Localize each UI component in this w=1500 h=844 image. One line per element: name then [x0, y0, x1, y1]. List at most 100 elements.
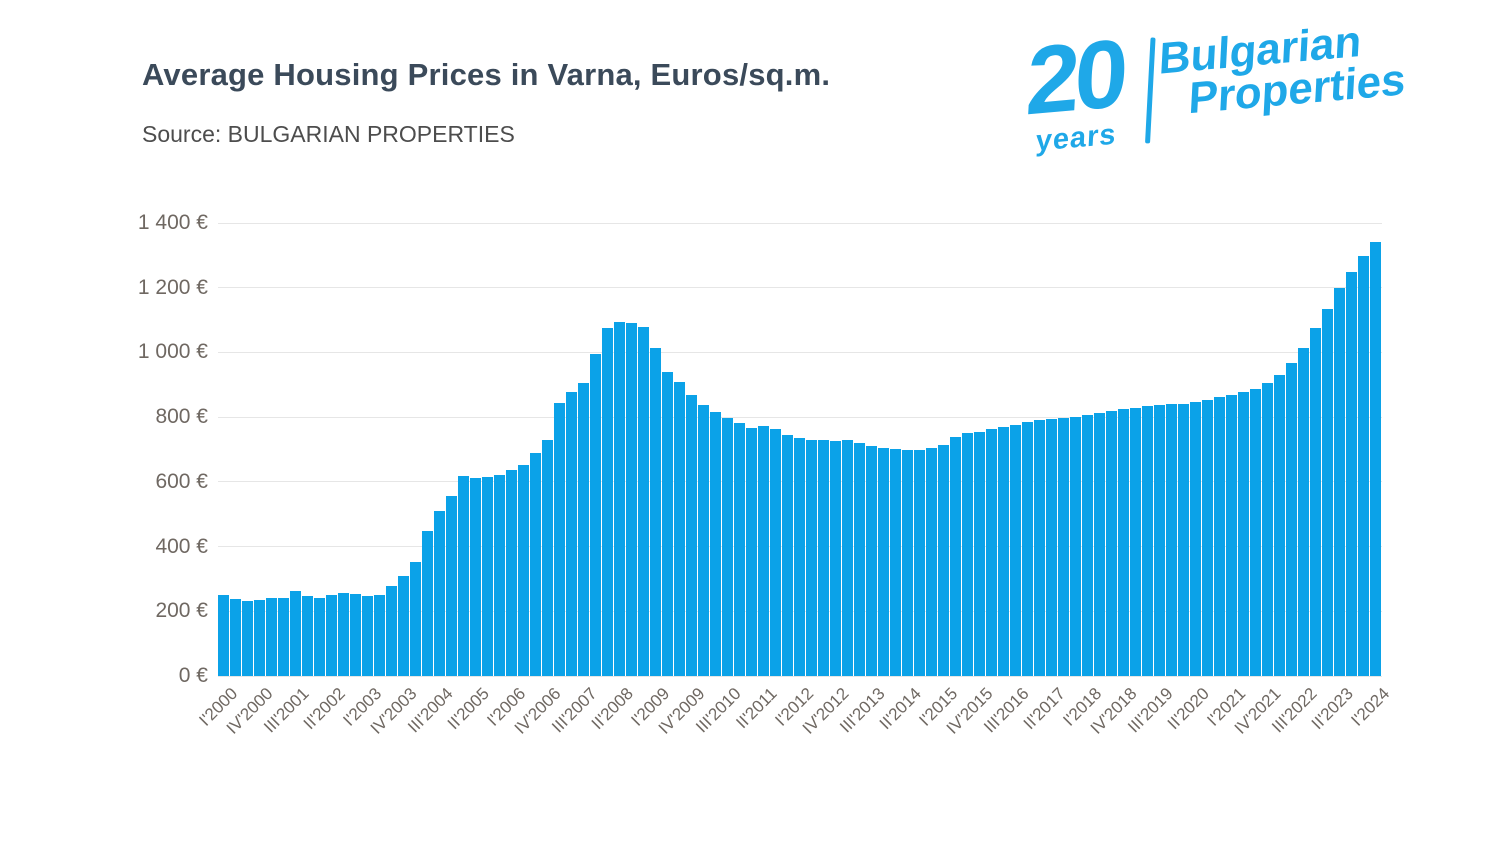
bar — [314, 598, 325, 676]
bar — [854, 443, 865, 676]
bar — [998, 426, 1009, 676]
bar — [566, 391, 577, 676]
bar — [1286, 363, 1297, 676]
bar — [1010, 424, 1021, 676]
bar — [878, 447, 889, 676]
bar — [866, 445, 877, 676]
bar — [1142, 406, 1153, 676]
bar — [338, 592, 349, 676]
bar — [554, 403, 565, 676]
bar — [1046, 419, 1057, 676]
bar — [1274, 375, 1285, 676]
y-axis-tick-label: 1 200 € — [137, 275, 208, 299]
bar — [794, 437, 805, 676]
bar — [770, 429, 781, 676]
bar — [254, 599, 265, 676]
bar — [746, 428, 757, 676]
y-axis-tick-label: 800 € — [155, 405, 208, 429]
y-axis-tick-label: 0 € — [178, 664, 208, 687]
x-axis-tick-label: II'2011 — [732, 684, 781, 733]
bar — [782, 435, 793, 676]
gridline — [218, 351, 1382, 353]
bar — [458, 476, 469, 676]
bar — [1334, 288, 1345, 676]
bar — [1358, 256, 1369, 676]
bar — [818, 440, 829, 676]
bar — [1118, 409, 1129, 676]
bar — [806, 439, 817, 676]
bar — [434, 510, 445, 676]
bar — [470, 477, 481, 676]
bar — [1202, 399, 1213, 676]
gridline — [218, 675, 1382, 677]
bar — [674, 382, 685, 676]
bar — [1178, 403, 1189, 676]
chart-source: Source: BULGARIAN PROPERTIES — [142, 121, 515, 147]
bar — [1166, 404, 1177, 676]
gridline — [218, 416, 1382, 418]
x-axis-tick-label: I'2024 — [1347, 684, 1393, 730]
bar — [350, 594, 361, 676]
bar — [1298, 348, 1309, 676]
bar — [302, 596, 313, 676]
bar — [722, 418, 733, 676]
y-axis-tick-label: 200 € — [155, 599, 208, 623]
bar — [614, 321, 625, 676]
y-axis-tick-label: 400 € — [155, 534, 208, 558]
bar — [1262, 383, 1273, 676]
bar — [1346, 271, 1357, 676]
bar — [926, 448, 937, 676]
bar — [710, 411, 721, 676]
bar — [398, 576, 409, 676]
bar — [326, 595, 337, 676]
bar — [890, 449, 901, 676]
bar — [422, 531, 433, 676]
bar — [446, 496, 457, 676]
bar — [902, 450, 913, 676]
bar — [1214, 397, 1225, 676]
bar — [278, 598, 289, 676]
bar — [1238, 392, 1249, 676]
bar — [986, 429, 997, 676]
bar — [1034, 420, 1045, 676]
y-axis-tick-label: 600 € — [155, 469, 208, 493]
bar — [1370, 241, 1381, 676]
bar — [242, 600, 253, 676]
bar — [914, 449, 925, 676]
gridline — [218, 287, 1382, 289]
bar — [938, 445, 949, 676]
bar — [578, 382, 589, 676]
bar — [950, 437, 961, 676]
bar — [506, 469, 517, 676]
bar — [842, 440, 853, 676]
bar — [1310, 328, 1321, 676]
bar — [1130, 408, 1141, 676]
bar — [686, 394, 697, 676]
bar — [590, 353, 601, 676]
bar — [1082, 415, 1093, 676]
bar — [266, 597, 277, 676]
chart-title: Average Housing Prices in Varna, Euros/s… — [142, 57, 831, 92]
bar — [410, 561, 421, 676]
bar — [482, 477, 493, 676]
bar — [1022, 422, 1033, 676]
bar — [362, 595, 373, 676]
bar — [758, 426, 769, 676]
bar — [602, 327, 613, 676]
y-axis-tick-label: 1 000 € — [137, 340, 208, 364]
bar — [1094, 412, 1105, 676]
gridline — [218, 222, 1382, 224]
bar — [662, 372, 673, 676]
bar — [230, 599, 241, 676]
bar — [1106, 410, 1117, 676]
bar — [290, 591, 301, 676]
bar — [518, 464, 529, 676]
bar — [1070, 417, 1081, 676]
bar — [530, 452, 541, 676]
bar — [374, 595, 385, 676]
bar — [1154, 404, 1165, 676]
bar — [638, 327, 649, 676]
bar — [218, 595, 229, 676]
